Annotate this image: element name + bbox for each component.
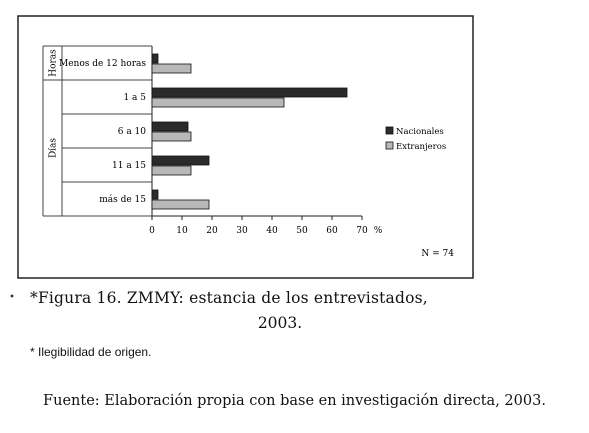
bar-extranjeros — [151, 97, 285, 108]
legend-swatch-extranjeros — [385, 141, 394, 150]
bullet-mark: • — [9, 292, 15, 303]
x-tick-label: 50 — [296, 226, 308, 236]
bar-nacionales — [151, 87, 348, 98]
bar-nacionales — [151, 189, 159, 200]
figure-caption: *Figura 16. ZMMY: estancia de los entrev… — [30, 289, 428, 307]
x-tick-label: 60 — [326, 226, 338, 236]
legend-label-nacionales: Nacionales — [396, 127, 444, 137]
x-tick-label: 70 — [356, 226, 368, 236]
figure-caption-year: 2003. — [257, 314, 303, 332]
bar-nacionales — [151, 53, 159, 64]
category-label: 1 a 5 — [123, 93, 146, 103]
bar-extranjeros — [151, 131, 192, 142]
sample-size-annotation: N = 74 — [421, 249, 454, 259]
x-tick-label: 40 — [266, 226, 278, 236]
x-tick-label: 20 — [206, 226, 218, 236]
category-label: 6 a 10 — [118, 127, 147, 137]
illegibility-note: * Ilegibilidad de origen. — [30, 345, 152, 359]
x-tick-label: 0 — [149, 226, 155, 236]
category-label: Menos de 12 horas — [59, 59, 146, 69]
bar-nacionales — [151, 121, 189, 132]
legend-label-extranjeros: Extranjeros — [396, 142, 446, 152]
group-label: Días — [48, 138, 59, 158]
bar-extranjeros — [151, 199, 210, 210]
legend-swatch-nacionales — [385, 126, 394, 135]
bar-extranjeros — [151, 63, 192, 74]
x-tick-label: 10 — [176, 226, 188, 236]
x-tick-label: 30 — [236, 226, 248, 236]
bar-nacionales — [151, 155, 210, 166]
bar-extranjeros — [151, 165, 192, 176]
category-label: 11 a 15 — [112, 161, 146, 171]
x-unit-label: % — [374, 226, 383, 236]
category-label: más de 15 — [99, 194, 146, 205]
chart-border — [17, 15, 474, 279]
source-note: Fuente: Elaboración propia con base en i… — [43, 393, 546, 409]
group-label: Horas — [49, 49, 59, 77]
